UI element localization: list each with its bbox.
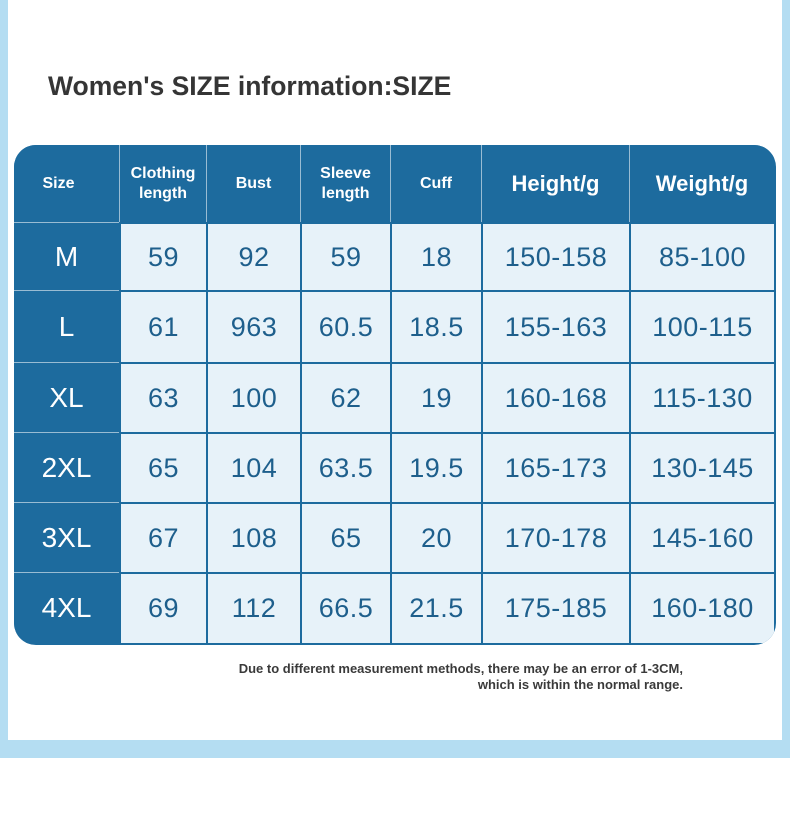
header-clothing-length: Clothing length — [119, 145, 206, 222]
clothing-length-value: 59 — [119, 222, 206, 290]
size-label: 3XL — [14, 502, 119, 572]
header-cuff: Cuff — [390, 145, 481, 222]
frame-left-border — [0, 0, 8, 758]
sleeve-length-value: 59 — [300, 222, 390, 290]
cuff-value: 20 — [390, 502, 481, 572]
measurement-note: Due to different measurement methods, th… — [239, 661, 683, 693]
measurement-note-line-2: which is within the normal range. — [477, 677, 683, 692]
header-bust: Bust — [206, 145, 300, 222]
clothing-length-value: 63 — [119, 362, 206, 432]
sleeve-length-value: 65 — [300, 502, 390, 572]
bust-value: 112 — [206, 572, 300, 643]
height-value: 165-173 — [481, 432, 629, 502]
sleeve-length-value: 62 — [300, 362, 390, 432]
weight-value: 160-180 — [629, 572, 774, 643]
clothing-length-value: 69 — [119, 572, 206, 643]
bust-value: 108 — [206, 502, 300, 572]
height-value: 170-178 — [481, 502, 629, 572]
measurement-note-line-1: Due to different measurement methods, th… — [238, 661, 683, 676]
header-sleeve-length: Sleeve length — [300, 145, 390, 222]
size-label: L — [14, 290, 119, 362]
cuff-value: 18 — [390, 222, 481, 290]
cuff-value: 21.5 — [390, 572, 481, 643]
page-title: Women's SIZE information:SIZE — [48, 71, 452, 101]
weight-value: 85-100 — [629, 222, 774, 290]
clothing-length-value: 65 — [119, 432, 206, 502]
cuff-value: 19 — [390, 362, 481, 432]
height-value: 175-185 — [481, 572, 629, 643]
sleeve-length-value: 60.5 — [300, 290, 390, 362]
sleeve-length-value: 63.5 — [300, 432, 390, 502]
bust-value: 92 — [206, 222, 300, 290]
weight-value: 145-160 — [629, 502, 774, 572]
size-label: M — [14, 222, 119, 290]
cuff-value: 19.5 — [390, 432, 481, 502]
bust-value: 100 — [206, 362, 300, 432]
bust-value: 963 — [206, 290, 300, 362]
clothing-length-value: 67 — [119, 502, 206, 572]
height-value: 155-163 — [481, 290, 629, 362]
height-value: 160-168 — [481, 362, 629, 432]
bust-value: 104 — [206, 432, 300, 502]
size-table: Size Clothing length Bust Sleeve length … — [14, 145, 776, 645]
frame-bottom-band — [0, 740, 790, 758]
clothing-length-value: 61 — [119, 290, 206, 362]
header-height: Height/g — [481, 145, 629, 222]
frame-right-border — [782, 0, 790, 758]
header-size: Size — [14, 145, 119, 222]
size-label: 2XL — [14, 432, 119, 502]
header-weight: Weight/g — [629, 145, 774, 222]
cuff-value: 18.5 — [390, 290, 481, 362]
weight-value: 115-130 — [629, 362, 774, 432]
size-label: 4XL — [14, 572, 119, 643]
height-value: 150-158 — [481, 222, 629, 290]
weight-value: 100-115 — [629, 290, 774, 362]
size-label: XL — [14, 362, 119, 432]
sleeve-length-value: 66.5 — [300, 572, 390, 643]
weight-value: 130-145 — [629, 432, 774, 502]
